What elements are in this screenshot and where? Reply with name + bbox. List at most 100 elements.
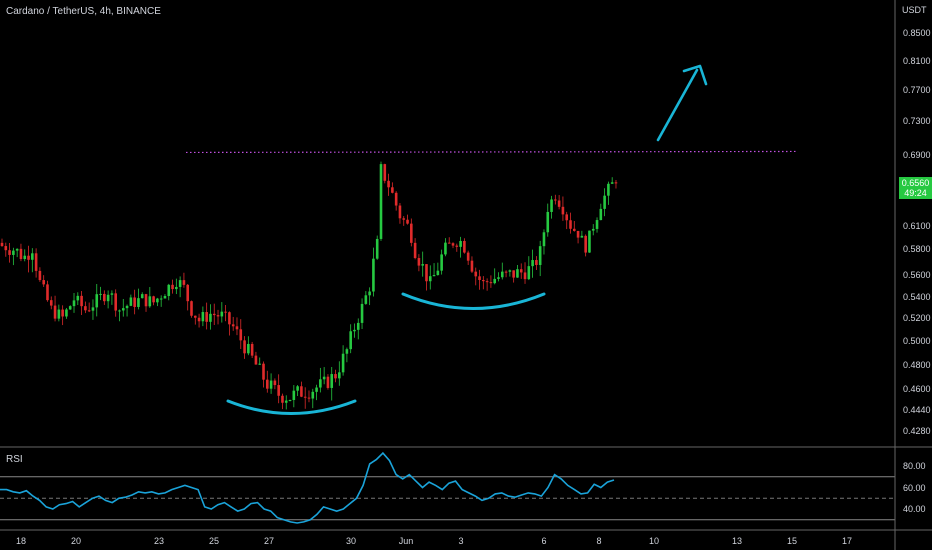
candle-body — [402, 218, 406, 220]
candle-body — [364, 295, 368, 304]
time-tick-label: Jun — [399, 536, 414, 546]
candle-body — [106, 294, 110, 302]
candle-body — [356, 322, 360, 330]
candle-body — [341, 353, 345, 373]
candle-body — [379, 164, 383, 239]
rsi-tick-label: 60.00 — [903, 483, 926, 493]
resistance-line — [185, 150, 797, 154]
candle-body — [391, 187, 394, 193]
candle-body — [140, 294, 144, 299]
candle-body — [307, 397, 311, 399]
price-tick-label: 0.5400 — [903, 292, 931, 302]
last-price: 0.6560 — [901, 178, 930, 188]
candle-body — [466, 252, 470, 261]
price-tick-label: 0.7700 — [903, 85, 931, 95]
candle-body — [542, 232, 546, 247]
candle-body — [394, 192, 398, 206]
candle-body — [190, 301, 193, 316]
candle-body — [250, 343, 254, 356]
candle-body — [235, 326, 239, 330]
candle-body — [463, 240, 466, 253]
candle-body — [91, 307, 95, 311]
candle-body — [171, 284, 174, 290]
candle-body — [42, 280, 45, 285]
price-pane — [0, 161, 618, 410]
candle-body — [485, 281, 489, 283]
candle-body — [277, 385, 280, 396]
candle-body — [125, 305, 129, 309]
candle-body — [417, 258, 421, 266]
candle-body — [68, 306, 72, 310]
up-arrow-head — [682, 64, 708, 86]
time-tick-label: 17 — [842, 536, 852, 546]
candle-body — [284, 400, 288, 403]
candle-body — [470, 260, 474, 272]
time-tick-label: 13 — [732, 536, 742, 546]
candle-body — [527, 266, 531, 280]
candle-body — [57, 309, 61, 319]
candle-body — [554, 199, 557, 201]
candle-body — [201, 312, 205, 322]
candle-body — [572, 228, 576, 231]
candle-body — [588, 230, 591, 253]
time-tick-label: 6 — [541, 536, 546, 546]
candle-body — [523, 272, 527, 280]
candle-body — [595, 220, 599, 229]
candle-body — [372, 258, 375, 292]
candle-body — [425, 264, 428, 282]
candle-body — [220, 311, 224, 317]
candle-body — [23, 255, 27, 260]
candle-body — [591, 228, 595, 231]
candle-body — [178, 280, 182, 287]
candle-body — [489, 282, 493, 284]
candle-body — [228, 312, 231, 325]
candle-body — [288, 399, 292, 401]
candle-body — [451, 243, 455, 246]
price-tick-label: 0.5800 — [903, 244, 931, 254]
candle-body — [375, 238, 379, 259]
candle-body — [49, 300, 53, 306]
candle-body — [576, 230, 580, 238]
candle-body — [231, 324, 235, 327]
candle-body — [607, 183, 610, 196]
price-unit: USDT — [902, 5, 927, 15]
price-tick-label: 0.6900 — [903, 150, 931, 160]
price-tick-label: 0.5000 — [903, 336, 931, 346]
candle-body — [12, 250, 15, 255]
candle-body — [326, 376, 330, 388]
candle-body — [478, 276, 481, 281]
candle-body — [114, 293, 117, 311]
price-tick-label: 0.5200 — [903, 313, 931, 323]
candle-body — [493, 278, 496, 284]
candle-body — [163, 295, 167, 299]
candle-body — [353, 329, 356, 332]
candle-body — [311, 391, 315, 399]
price-tick-label: 0.4440 — [903, 405, 931, 415]
candle-body — [508, 270, 512, 272]
candle-body — [500, 271, 504, 278]
candle-body — [296, 386, 299, 391]
candle-body — [65, 309, 68, 317]
candle-body — [129, 297, 133, 306]
candle-body — [557, 200, 561, 207]
candle-body — [565, 214, 569, 221]
candle-body — [474, 271, 478, 277]
candle-body — [459, 240, 462, 247]
candle-body — [99, 293, 102, 295]
candle-body — [182, 280, 186, 285]
candle-body — [53, 305, 57, 319]
candle-body — [61, 309, 64, 317]
candle-body — [15, 248, 19, 251]
candle-body — [243, 340, 246, 354]
candle-body — [144, 294, 148, 307]
candle-body — [519, 269, 523, 273]
candle-body — [281, 395, 284, 403]
price-tick-label: 0.5600 — [903, 270, 931, 280]
candle-body — [349, 331, 352, 350]
candle-body — [561, 206, 565, 215]
candle-body — [319, 379, 322, 388]
price-tick-label: 0.7300 — [903, 116, 931, 126]
candle-body — [432, 275, 436, 277]
candle-body — [216, 315, 220, 317]
